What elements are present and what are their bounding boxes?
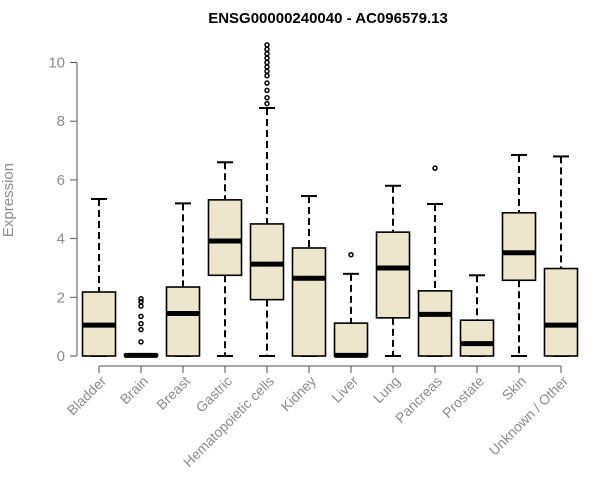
box-breast (165, 202, 201, 357)
outlier-point (264, 55, 270, 61)
outlier-point (264, 42, 270, 48)
outlier-point (138, 320, 144, 327)
y-axis-label: Expression (0, 163, 17, 237)
outlier-point (264, 94, 270, 101)
chart-title: ENSG00000240040 - AC096579.13 (208, 10, 448, 27)
iqr-box (543, 267, 579, 357)
x-tick-label: Unknown / Other (486, 373, 572, 459)
outlier-point (264, 72, 270, 79)
outlier-point (138, 339, 144, 345)
outlier-point (264, 64, 270, 70)
outlier-point (348, 251, 354, 258)
outlier-point (264, 46, 270, 53)
y-tick-label: 2 (57, 289, 65, 306)
outlier-point (138, 298, 144, 305)
iqr-box (417, 290, 453, 357)
iqr-box (459, 319, 495, 357)
x-tick-label: Breast (153, 373, 193, 413)
x-tick-label: Prostate (439, 373, 487, 421)
iqr-box (375, 231, 411, 319)
x-tick-label: Lung (370, 373, 403, 406)
box-unknown-other (543, 155, 579, 357)
y-tick-label: 4 (57, 231, 65, 248)
box-skin (501, 153, 537, 357)
iqr-box (165, 286, 201, 357)
iqr-box (333, 322, 369, 357)
box-gastric (207, 161, 243, 357)
box-prostate (459, 274, 495, 357)
x-tick-label: Liver (328, 373, 361, 406)
iqr-box (207, 199, 243, 277)
y-tick-label: 10 (48, 55, 65, 72)
box-brain (123, 296, 159, 358)
iqr-box (501, 211, 537, 282)
outlier-point (138, 326, 144, 333)
outlier-point (264, 87, 270, 94)
x-tick-label: Bladder (64, 373, 110, 419)
outlier-point (264, 68, 270, 75)
box-pancreas (417, 165, 453, 357)
outlier-point (264, 100, 270, 107)
y-tick-label: 0 (57, 348, 65, 365)
box-bladder (81, 197, 117, 357)
y-tick-label: 6 (57, 172, 65, 189)
box-series (81, 42, 579, 358)
iqr-box (291, 247, 327, 357)
outlier-point (264, 80, 270, 86)
x-tick-label: Pancreas (392, 373, 445, 426)
x-tick-label: Brain (117, 373, 151, 407)
outlier-point (138, 313, 144, 320)
y-tick-label: 8 (57, 113, 65, 130)
outlier-point (138, 296, 144, 302)
outlier-point (138, 303, 144, 309)
box-lung (375, 184, 411, 357)
box-kidney (291, 195, 327, 357)
y-axis: 0 2 4 6 8 10 (48, 55, 78, 365)
box-liver (333, 251, 369, 358)
x-tick-label: Kidney (278, 373, 320, 415)
outlier-point (264, 50, 270, 57)
box-hematopoietic-cells (249, 42, 285, 357)
outlier-point (264, 59, 270, 66)
outlier-point (432, 165, 438, 171)
x-tick-label: Skin (499, 373, 530, 404)
